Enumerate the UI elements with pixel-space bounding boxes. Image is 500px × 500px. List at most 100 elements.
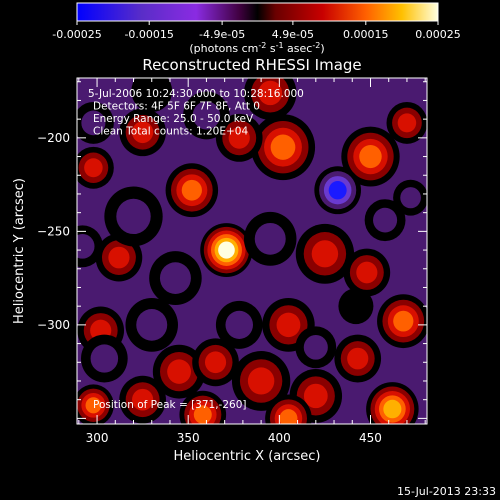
blob-contour <box>85 397 102 414</box>
blob-contour <box>132 121 154 144</box>
emission-blob <box>343 248 391 297</box>
annotation-block: 5-Jul-2006 10:24:30.000 to 10:28:16.000D… <box>88 88 304 138</box>
blob-contour <box>181 179 202 201</box>
emission-blob <box>119 108 166 157</box>
negative-blob <box>338 288 374 325</box>
colorbar-tick-label: 0.00015 <box>343 28 389 41</box>
annotation-line: 5-Jul-2006 10:24:30.000 to 10:28:16.000 <box>88 88 304 100</box>
blob-contour <box>228 126 250 149</box>
blob-contour <box>81 110 106 136</box>
y-axis-label: Heliocentric Y (arcsec) <box>12 178 27 324</box>
blob-contour <box>116 198 151 235</box>
emission-blob <box>231 351 291 411</box>
colorbar-tick-label: 0.00025 <box>415 28 461 41</box>
blob-contour <box>247 367 275 395</box>
blob-contour <box>397 113 417 133</box>
blob-contour <box>218 241 235 259</box>
plot-frame <box>76 77 428 425</box>
negative-blob <box>125 297 178 352</box>
blob-contour <box>84 158 103 178</box>
emission-blob <box>179 390 227 424</box>
colorbar-ticks: -0.00025 -0.00015 -4.9e-05 4.9e-05 0.00015 0.… <box>52 21 461 41</box>
blob-contour <box>159 262 191 295</box>
negative-blob <box>149 251 202 306</box>
x-tick-label: 300 <box>86 431 109 445</box>
annotation-line: Detectors: 4F 5F 6F 7F 8F, Att 0 <box>93 101 260 113</box>
x-tick-label: 450 <box>359 431 382 445</box>
emission-blob <box>192 338 239 387</box>
peak-position-label: Position of Peak = [371,-260] <box>93 399 247 411</box>
negative-blob <box>81 334 128 383</box>
colorbar-unit: (photons cm-2 s-1 asec-2) <box>189 41 324 55</box>
emission-blob <box>165 163 219 218</box>
blob-contour <box>136 308 168 341</box>
blob-contour <box>373 207 398 233</box>
negative-blob <box>77 101 114 144</box>
blob-contour <box>132 388 154 411</box>
colorbar-tick-label: -4.9e-05 <box>199 28 245 41</box>
emission-blob <box>77 146 114 189</box>
annotation-line: Energy Range: 25.0 - 50.0 keV <box>93 113 254 125</box>
negative-blob <box>243 211 297 266</box>
emission-blob <box>152 344 206 399</box>
blob-contour <box>192 101 221 130</box>
y-tick-label: −200 <box>37 131 70 145</box>
negative-blob <box>393 179 427 216</box>
blob-contour <box>254 222 286 255</box>
blob-contour <box>356 261 378 284</box>
blob-contour <box>338 288 374 325</box>
emission-blob <box>77 384 114 424</box>
blob-contour <box>393 310 414 332</box>
negative-blob <box>314 166 362 215</box>
negative-blob <box>77 225 103 268</box>
x-tick-label: 350 <box>177 431 200 445</box>
colorbar-tick-label: -0.00025 <box>52 28 101 41</box>
x-tick-label: 400 <box>268 431 291 445</box>
blob-contour <box>400 187 421 209</box>
x-axis-label: Heliocentric X (arcsec) <box>174 449 321 464</box>
emission-blob <box>386 101 427 144</box>
blob-contour <box>279 409 298 424</box>
blob-contour <box>167 359 191 384</box>
blob-contour <box>276 312 301 338</box>
blob-contour <box>383 399 402 419</box>
axis-ticks: 300 350 400 450 −200 −250 −300 <box>37 78 427 445</box>
blob-contour <box>204 351 227 374</box>
emission-blob <box>262 297 315 352</box>
colorbar-tick-label: -0.00015 <box>124 28 173 41</box>
emission-blob <box>366 382 419 424</box>
blob-contour <box>131 78 173 113</box>
heatmap-image <box>77 78 427 424</box>
emission-blob <box>334 334 382 383</box>
emission-blob <box>341 126 400 187</box>
blob-contour <box>258 80 283 106</box>
blob-contour <box>347 347 369 370</box>
footer-timestamp: 15-Jul-2013 23:33 <box>397 485 496 498</box>
negative-blob <box>215 300 263 349</box>
negative-blob <box>183 91 230 140</box>
negative-blob <box>295 326 337 369</box>
negative-blob <box>104 186 163 247</box>
emission-blob <box>200 223 253 277</box>
blob-contour <box>303 383 328 409</box>
chart-title: Reconstructed RHESSI Image <box>142 56 361 74</box>
y-tick-label: −300 <box>37 318 70 332</box>
annotation-line: Clean Total counts: 1.20E+04 <box>93 126 248 138</box>
blob-contour <box>311 240 339 268</box>
emission-blob <box>215 113 263 162</box>
blob-contour <box>108 246 130 269</box>
blob-contour <box>77 233 95 259</box>
blob-contour <box>90 344 119 373</box>
blob-contour <box>303 334 328 360</box>
blob-contour <box>359 145 382 169</box>
negative-blob <box>364 199 406 242</box>
emission-blob <box>295 223 355 284</box>
blob-contour <box>328 180 347 200</box>
colorbar <box>76 2 439 22</box>
negative-blob <box>131 78 173 113</box>
emission-blob <box>265 394 312 424</box>
emission-blob <box>377 294 427 349</box>
colorbar-tick-label: 4.9e-05 <box>272 28 314 41</box>
blob-contour <box>270 134 296 160</box>
